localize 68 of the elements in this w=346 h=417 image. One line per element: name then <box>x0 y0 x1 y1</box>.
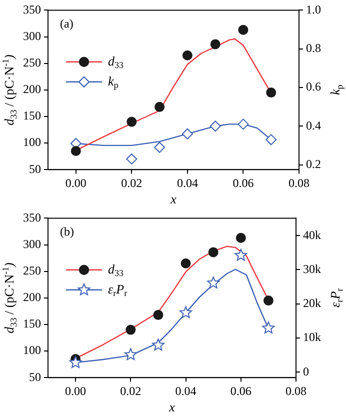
point <box>210 120 221 132</box>
y-tick-label: 350 <box>23 2 41 16</box>
y-tick-label: 50 <box>29 162 41 176</box>
point <box>180 306 192 318</box>
y2-tick-label: 0.4 <box>306 118 321 132</box>
y-tick-label: 200 <box>23 290 41 304</box>
y2-axis-title: εrPr <box>327 288 344 308</box>
x-tick-label: 0.02 <box>120 384 142 398</box>
y-tick-label: 250 <box>23 55 41 70</box>
y-tick-label: 100 <box>23 135 41 150</box>
y-tick-label: 200 <box>23 82 41 96</box>
point <box>126 116 137 127</box>
y-tick-label: 250 <box>23 263 41 278</box>
x-tick-label: 0.06 <box>230 384 252 398</box>
y2-tick-label: 40k <box>303 228 321 242</box>
y2-tick-label: 1.0 <box>306 2 321 16</box>
y2-tick-label: 0.6 <box>306 80 321 94</box>
x-tick-label: 0.04 <box>176 176 198 190</box>
point <box>238 118 249 130</box>
point <box>210 39 220 50</box>
point <box>236 232 246 243</box>
x-tick-label: 0.08 <box>288 176 310 190</box>
point <box>262 322 275 334</box>
y-tick-label: 300 <box>23 28 41 43</box>
y2-tick-label: 0.8 <box>306 41 321 55</box>
point <box>263 296 274 306</box>
y2-tick-label: 20k <box>303 296 321 310</box>
y-tick-label: 150 <box>23 108 41 123</box>
y2-tick-label: 10k <box>303 330 321 344</box>
y-tick-label: 100 <box>23 343 41 358</box>
y2-tick-label: 30k <box>303 262 321 276</box>
point <box>154 102 165 112</box>
y-tick-label: 50 <box>29 370 41 384</box>
x-tick-label: 0.04 <box>175 384 196 398</box>
point <box>152 338 164 351</box>
x-tick-label: 0.00 <box>65 384 86 398</box>
point <box>182 128 193 140</box>
x-tick-label: 0.02 <box>121 176 142 190</box>
y-axis-title: d33 / (pC·N-1) <box>0 262 18 334</box>
annotation: (a) <box>60 16 74 30</box>
y-tick-label: 150 <box>23 316 41 331</box>
point <box>153 310 164 320</box>
y-tick-label: 350 <box>23 210 41 224</box>
y2-axis-title: kp <box>327 84 344 96</box>
point <box>70 146 81 156</box>
point <box>124 348 137 360</box>
point <box>154 142 166 153</box>
y2-tick-label: 0.2 <box>306 156 321 171</box>
point <box>234 248 248 261</box>
y-axis-title: d33 / (pC·N-1) <box>0 54 18 126</box>
point <box>180 258 191 268</box>
point <box>126 153 138 164</box>
point <box>266 88 276 98</box>
point <box>126 324 136 335</box>
annotation: (b) <box>60 224 74 238</box>
point <box>238 24 248 35</box>
point <box>208 247 218 258</box>
x-axis-title: x <box>168 399 176 414</box>
point <box>266 134 277 146</box>
x-tick-label: 0.08 <box>286 384 306 398</box>
point <box>69 356 82 368</box>
point <box>182 50 192 60</box>
y-tick-label: 300 <box>23 236 41 251</box>
x-tick-label: 0.06 <box>232 176 254 190</box>
point <box>207 276 220 288</box>
y2-tick-label: 0 <box>303 364 309 378</box>
x-axis-title: x <box>170 191 177 206</box>
x-tick-label: 0.00 <box>65 176 86 190</box>
